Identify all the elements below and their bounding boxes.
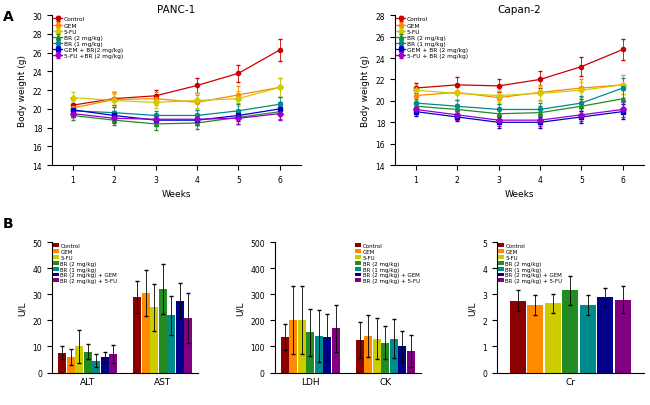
Bar xyxy=(67,357,75,373)
Bar xyxy=(185,318,192,373)
Bar xyxy=(373,339,381,373)
Title: Capan-2: Capan-2 xyxy=(497,5,541,15)
Bar xyxy=(545,304,561,373)
Bar xyxy=(92,361,100,373)
Bar xyxy=(84,352,92,373)
Bar xyxy=(101,357,109,373)
Y-axis label: Body weight (g): Body weight (g) xyxy=(361,55,370,127)
Bar xyxy=(356,340,363,373)
Y-axis label: U/L: U/L xyxy=(468,301,477,315)
Bar xyxy=(324,337,332,373)
Bar xyxy=(159,290,166,373)
Bar xyxy=(332,328,340,373)
Legend: Control, GEM, 5-FU, BR (2 mg/kg), BR (1 mg/kg), BR (2 mg/kg) + GEM, BR (2 mg/kg): Control, GEM, 5-FU, BR (2 mg/kg), BR (1 … xyxy=(355,243,421,284)
Bar xyxy=(58,353,66,373)
Y-axis label: U/L: U/L xyxy=(18,301,27,315)
X-axis label: Weeks: Weeks xyxy=(161,190,191,199)
Y-axis label: U/L: U/L xyxy=(236,301,244,315)
Bar xyxy=(562,291,578,373)
Bar xyxy=(364,336,372,373)
Title: PANC-1: PANC-1 xyxy=(157,5,196,15)
Legend: Control, GEM, 5-FU, BR (2 mg/kg), BR (1 mg/kg), GEM + BR(2 mg/kg), 5-FU +BR (2 m: Control, GEM, 5-FU, BR (2 mg/kg), BR (1 … xyxy=(53,17,124,60)
Bar xyxy=(281,337,289,373)
Bar xyxy=(150,307,158,373)
Bar xyxy=(315,336,322,373)
Bar xyxy=(614,300,630,373)
Legend: Control, GEM, 5-FU, BR (2 mg/kg), BR (1 mg/kg), BR (2 mg/kg) + GEM, BR (2 mg/kg): Control, GEM, 5-FU, BR (2 mg/kg), BR (1 … xyxy=(53,243,118,284)
Bar xyxy=(407,351,415,373)
Bar xyxy=(298,321,305,373)
Text: A: A xyxy=(3,10,14,24)
Bar xyxy=(510,301,526,373)
Bar xyxy=(527,305,543,373)
X-axis label: Weeks: Weeks xyxy=(504,190,534,199)
Bar xyxy=(306,332,314,373)
Bar xyxy=(289,321,297,373)
Legend: Control, GEM, 5-FU, BR (2 mg/kg), BR (1 mg/kg), GEM + BR (2 mg/kg), 5-FU + BR (2: Control, GEM, 5-FU, BR (2 mg/kg), BR (1 … xyxy=(396,17,469,60)
Y-axis label: Body weight (g): Body weight (g) xyxy=(18,55,27,127)
Bar xyxy=(176,301,183,373)
Bar xyxy=(382,343,389,373)
Bar xyxy=(390,339,398,373)
Bar xyxy=(133,297,141,373)
Bar xyxy=(580,305,596,373)
Bar xyxy=(109,354,117,373)
Bar xyxy=(597,298,613,373)
Bar xyxy=(167,315,175,373)
Legend: Control, GEM, 5-FU, BR (2 mg/kg), BR (1 mg/kg), BR (2 mg/kg) + GEM, BR (2 mg/kg): Control, GEM, 5-FU, BR (2 mg/kg), BR (1 … xyxy=(498,243,563,284)
Bar xyxy=(398,347,406,373)
Bar xyxy=(142,293,150,373)
Text: B: B xyxy=(3,217,14,230)
Bar xyxy=(75,347,83,373)
